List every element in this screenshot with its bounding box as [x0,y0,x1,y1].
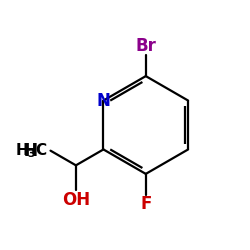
Text: H: H [23,142,37,160]
Text: $\mathregular{H_3C}$: $\mathregular{H_3C}$ [15,141,48,160]
Text: OH: OH [62,190,90,208]
Text: N: N [96,92,110,110]
Text: H: H [23,142,37,160]
Text: Br: Br [135,37,156,55]
Text: F: F [140,195,151,213]
